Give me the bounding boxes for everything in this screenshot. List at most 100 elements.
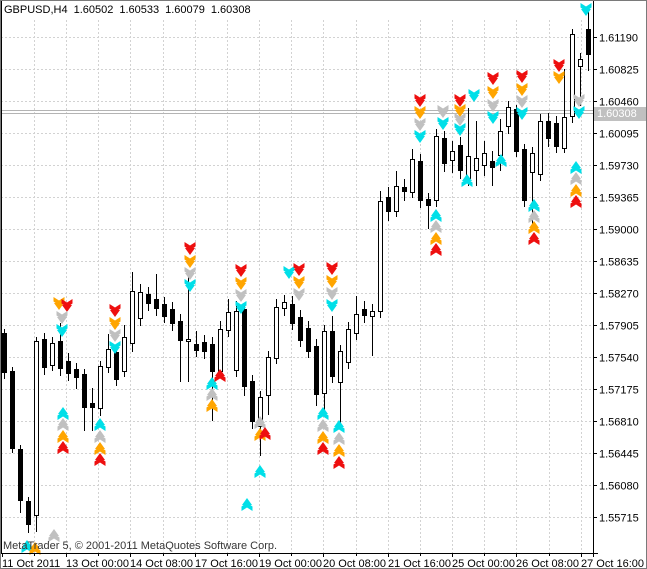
candle-bearish bbox=[250, 381, 255, 422]
signal-arrow-down bbox=[414, 118, 426, 131]
signal-arrow-up bbox=[317, 407, 329, 420]
open-value: 1.60502 bbox=[73, 4, 114, 16]
signal-arrow-down bbox=[487, 86, 499, 99]
price-axis-label: 1.60460 bbox=[599, 97, 639, 109]
arrow-glyph bbox=[318, 431, 328, 438]
arrow-glyph bbox=[57, 330, 67, 337]
arrow-glyph bbox=[517, 76, 527, 83]
signal-arrow-up bbox=[461, 174, 473, 187]
candle-bearish bbox=[442, 138, 447, 164]
candle-bullish bbox=[266, 357, 271, 396]
signal-arrow-up bbox=[528, 210, 540, 223]
signal-arrow-up bbox=[57, 441, 69, 454]
arrow-glyph bbox=[334, 456, 344, 463]
candle-bearish bbox=[114, 352, 119, 380]
signal-arrow-down bbox=[184, 279, 196, 292]
candle-bullish bbox=[258, 397, 263, 427]
close-value: 1.60308 bbox=[210, 4, 251, 16]
signal-arrow-down bbox=[468, 89, 480, 102]
signal-arrow-up bbox=[48, 529, 60, 542]
arrow-glyph bbox=[54, 303, 64, 310]
candle-bullish bbox=[378, 201, 383, 312]
signal-arrow-down bbox=[235, 277, 247, 290]
arrow-glyph bbox=[488, 92, 498, 99]
signal-arrow-down bbox=[487, 99, 499, 112]
arrow-glyph bbox=[57, 317, 67, 324]
time-axis-label: 26 Oct 08:00 bbox=[516, 558, 579, 569]
candle-bullish bbox=[570, 34, 575, 117]
arrow-glyph bbox=[207, 388, 217, 395]
arrow-glyph bbox=[529, 199, 539, 206]
arrow-glyph bbox=[318, 442, 328, 449]
candle-bearish bbox=[18, 449, 23, 501]
candle-bearish bbox=[170, 309, 175, 324]
price-axis-label: 1.60825 bbox=[599, 65, 639, 77]
time-axis-label: 13 Oct 00:00 bbox=[66, 558, 129, 569]
signal-arrow-up bbox=[333, 432, 345, 445]
arrow-glyph bbox=[58, 407, 68, 414]
signal-arrow-up bbox=[317, 419, 329, 432]
arrow-glyph bbox=[574, 100, 584, 107]
arrow-glyph bbox=[58, 441, 68, 448]
signal-arrow-up bbox=[528, 221, 540, 234]
arrow-glyph bbox=[327, 268, 337, 275]
candle-bullish bbox=[354, 314, 359, 334]
signal-arrow-down bbox=[56, 311, 68, 324]
candle-bullish bbox=[562, 117, 567, 149]
candle-bearish bbox=[458, 145, 463, 171]
time-axis-label: 20 Oct 08:00 bbox=[323, 558, 386, 569]
signal-arrow-down bbox=[454, 113, 466, 126]
candle-bearish bbox=[418, 161, 423, 201]
candle-bullish bbox=[370, 311, 375, 317]
candle-bearish bbox=[314, 346, 319, 395]
price-axis-label: 1.56445 bbox=[599, 449, 639, 461]
signal-arrow-up bbox=[430, 243, 442, 256]
signal-arrow-up bbox=[206, 388, 218, 401]
arrow-glyph bbox=[431, 220, 441, 227]
candle-bullish bbox=[474, 158, 479, 171]
price-axis-label: 1.59000 bbox=[599, 225, 639, 237]
candle-bullish bbox=[282, 302, 287, 309]
candle-bearish bbox=[386, 197, 391, 212]
candle-bullish bbox=[234, 311, 239, 371]
arrow-glyph bbox=[415, 112, 425, 119]
signal-arrow-down bbox=[283, 266, 295, 279]
signal-arrow-up bbox=[333, 444, 345, 457]
arrow-glyph bbox=[488, 78, 498, 85]
candle-bearish bbox=[586, 29, 591, 55]
candle-bearish bbox=[330, 331, 335, 377]
metatrader-watermark: MetaTrader 5, © 2001-2011 MetaQuotes Sof… bbox=[3, 540, 278, 552]
arrow-glyph bbox=[431, 243, 441, 250]
signal-arrow-down bbox=[553, 71, 565, 84]
arrow-glyph bbox=[260, 427, 270, 434]
signal-arrow-down bbox=[109, 304, 121, 317]
arrow-glyph bbox=[455, 119, 465, 126]
arrow-glyph bbox=[95, 453, 105, 460]
signal-arrow-up bbox=[254, 416, 266, 429]
signal-arrow-down bbox=[580, 3, 592, 16]
signal-arrow-down bbox=[293, 276, 305, 289]
signal-arrow-up bbox=[570, 172, 582, 185]
signal-arrow-up bbox=[29, 542, 41, 555]
signal-arrow-down bbox=[293, 263, 305, 276]
signal-arrow-up bbox=[317, 442, 329, 455]
arrow-glyph bbox=[185, 261, 195, 268]
arrow-glyph bbox=[49, 529, 59, 536]
signal-arrow-up bbox=[528, 232, 540, 245]
candle-bearish bbox=[522, 149, 527, 201]
arrow-glyph bbox=[455, 100, 465, 107]
arrow-glyph bbox=[455, 129, 465, 136]
arrow-glyph bbox=[574, 112, 584, 119]
price-axis-label: 1.57905 bbox=[599, 321, 639, 333]
arrow-glyph bbox=[215, 369, 225, 376]
signal-arrow-down bbox=[487, 111, 499, 124]
current-price-tag: 1.60308 bbox=[594, 107, 646, 121]
signal-arrow-up bbox=[57, 407, 69, 420]
candle-bullish bbox=[34, 341, 39, 516]
arrow-glyph bbox=[207, 377, 217, 384]
signal-arrow-up bbox=[333, 420, 345, 433]
arrow-glyph bbox=[554, 65, 564, 72]
signal-arrow-up bbox=[570, 195, 582, 208]
candle-bullish bbox=[138, 292, 143, 319]
